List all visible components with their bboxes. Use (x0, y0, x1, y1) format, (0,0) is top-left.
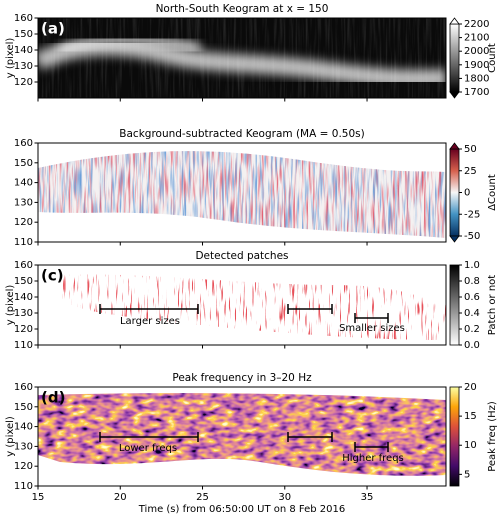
y-tick-label: 150 (14, 276, 33, 287)
colorbar-tick-label: 1700 (464, 87, 489, 98)
plot-frame (37, 386, 447, 487)
colorbar-tick-label: 2200 (464, 19, 489, 30)
colorbar-tick-label: 20 (464, 382, 477, 393)
y-tick-label: 130 (14, 308, 33, 319)
colorbar-tick-label: 2100 (464, 33, 489, 44)
y-tick-label: 140 (14, 178, 33, 189)
plot-frame (37, 142, 447, 243)
y-axis-label: y (pixel) (5, 38, 16, 79)
colorbar-tick-label: 5 (464, 469, 470, 480)
x-tick-label: 15 (32, 492, 45, 503)
colorbar-tick-label: 10 (464, 440, 477, 451)
colorbar-tick-label: 1.0 (464, 260, 480, 271)
colorbar-extend (449, 235, 460, 243)
frequency-image (38, 393, 446, 476)
annotation-brackets (99, 304, 389, 452)
y-tick-label: 160 (14, 138, 33, 149)
panel-title: Background-subtracted Keogram (MA = 0.50… (119, 128, 364, 140)
panel-label: (a) (41, 20, 65, 38)
x-axis-label: Time (s) from 06:50:00 UT on 8 Feb 2016 (138, 504, 346, 515)
y-axis-label: y (pixel) (5, 285, 16, 326)
colorbar-tick-label: 1900 (464, 60, 489, 71)
panel-title: Peak frequency in 3–20 Hz (172, 372, 312, 384)
colorbar-tick-label: 15 (464, 411, 477, 422)
plot-frame (37, 264, 447, 346)
plot-frame (37, 17, 447, 99)
colorbar-label: Count (487, 43, 498, 73)
colorbar-label: Peak freq (Hz) (487, 401, 498, 472)
annotation: Larger sizes (120, 316, 180, 327)
colorbar-label: Patch or not (487, 275, 498, 336)
colorbar (449, 264, 460, 346)
colorbar-extend (449, 17, 460, 25)
y-tick-label: 140 (14, 292, 33, 303)
y-tick-label: 120 (14, 217, 33, 228)
y-tick-label: 120 (14, 461, 33, 472)
colorbar (449, 386, 460, 487)
colorbar (449, 148, 460, 237)
annotation: Lower freqs (119, 443, 177, 454)
panel-label: (d) (41, 389, 65, 407)
colorbar-tick-label: -25 (464, 209, 480, 220)
y-tick-label: 130 (14, 197, 33, 208)
y-tick-label: 130 (14, 441, 33, 452)
colorbar-tick-label: 25 (464, 166, 477, 177)
colorbar-tick-label: 0 (464, 188, 470, 199)
panel-title: North-South Keogram at x = 150 (156, 3, 329, 15)
y-tick-label: 160 (14, 260, 33, 271)
colorbar-extend (449, 142, 460, 150)
colorbar-tick-label: 0.4 (464, 308, 480, 319)
colorbar-tick-label: -50 (464, 231, 480, 242)
colorbar-tick-label: 50 (464, 144, 477, 155)
annotation: Smaller sizes (339, 323, 405, 334)
colorbar-tick-label: 2000 (464, 46, 489, 57)
x-tick-label: 35 (361, 492, 374, 503)
colorbar-extend (449, 91, 460, 99)
y-tick-label: 110 (14, 340, 33, 351)
y-tick-label: 110 (14, 237, 33, 248)
y-tick-label: 110 (14, 481, 33, 492)
y-tick-label: 120 (14, 77, 33, 88)
y-tick-label: 150 (14, 402, 33, 413)
residual-image (38, 151, 446, 238)
y-tick-label: 150 (14, 29, 33, 40)
keogram-image (38, 18, 446, 98)
panel-label: (c) (41, 267, 64, 285)
y-tick-label: 120 (14, 324, 33, 335)
y-tick-label: 140 (14, 422, 33, 433)
y-tick-label: 160 (14, 382, 33, 393)
y-axis-label: y (pixel) (5, 416, 16, 457)
x-tick-label: 20 (114, 492, 127, 503)
panel-title: Detected patches (195, 250, 288, 262)
y-tick-label: 140 (14, 45, 33, 56)
x-tick-label: 25 (196, 492, 209, 503)
annotation: Higher freqs (342, 453, 404, 464)
y-tick-label: 150 (14, 158, 33, 169)
colorbar-tick-label: 0.0 (464, 340, 480, 351)
y-tick-label: 160 (14, 13, 33, 24)
colorbar-tick-label: 0.8 (464, 276, 480, 287)
colorbar-tick-label: 0.6 (464, 292, 480, 303)
colorbar-tick-label: 1800 (464, 73, 489, 84)
panel-label: (b) (41, 145, 65, 163)
y-tick-label: 130 (14, 61, 33, 72)
x-tick-label: 30 (278, 492, 291, 503)
colorbar-tick-label: 0.2 (464, 324, 480, 335)
colorbar (449, 23, 460, 93)
colorbar-label: ΔCount (487, 174, 498, 211)
